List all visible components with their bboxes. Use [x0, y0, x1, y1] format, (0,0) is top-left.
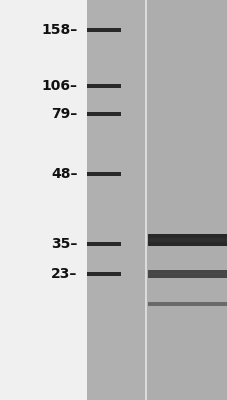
Text: 48–: 48–: [51, 167, 77, 181]
Text: 35–: 35–: [51, 237, 77, 251]
Bar: [86, 242, 120, 246]
Bar: [148, 273, 226, 275]
Bar: [148, 303, 226, 305]
Text: 158–: 158–: [41, 23, 77, 37]
Bar: [148, 238, 226, 242]
Text: 79–: 79–: [51, 107, 77, 121]
Bar: [86, 112, 120, 116]
Bar: [148, 302, 226, 306]
Bar: [146, 0, 227, 400]
Bar: [86, 0, 144, 400]
Bar: [148, 270, 226, 278]
Text: 106–: 106–: [41, 79, 77, 93]
Bar: [86, 84, 120, 88]
Bar: [148, 234, 226, 246]
Bar: [86, 272, 120, 276]
Bar: [86, 172, 120, 176]
Bar: [144, 0, 146, 400]
Text: 23–: 23–: [51, 267, 77, 281]
Bar: [0, 0, 86, 400]
Bar: [86, 28, 120, 32]
